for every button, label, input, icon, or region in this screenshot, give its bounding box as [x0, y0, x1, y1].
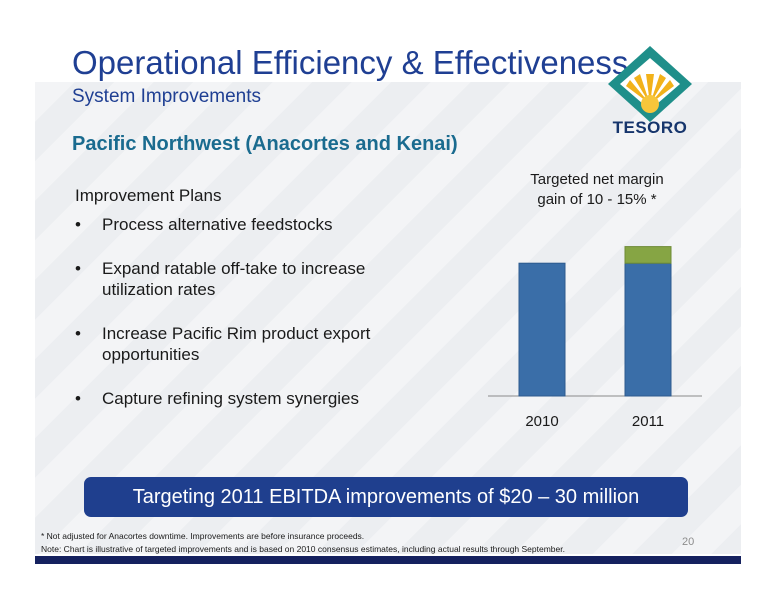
plans-list: Process alternative feedstocks Expand ra… — [75, 214, 415, 432]
chart-title: Targeted net margin gain of 10 - 15% * — [512, 170, 682, 210]
page-subtitle: System Improvements — [72, 86, 261, 107]
margin-bar-chart: 2010 2011 — [488, 246, 702, 430]
chart-note: Note: Chart is illustrative of targeted … — [41, 544, 565, 554]
page-number: 20 — [682, 536, 695, 548]
bar-2011-series-1 — [624, 246, 672, 264]
page-title: Operational Efficiency & Effectiveness — [72, 44, 629, 81]
section-heading: Pacific Northwest (Anacortes and Kenai) — [72, 133, 458, 155]
chart-title-line: gain of 10 - 15% * — [537, 191, 657, 208]
logo-wordmark: TESORO — [612, 118, 688, 137]
ebitda-banner: Targeting 2011 EBITDA improvements of $2… — [84, 477, 688, 517]
x-tick-label: 2010 — [525, 413, 558, 430]
chart-title-line: Targeted net margin — [530, 171, 664, 188]
footnote: * Not adjusted for Anacortes downtime. I… — [41, 531, 365, 541]
plan-item: Process alternative feedstocks — [75, 214, 415, 235]
plan-item: Capture refining system synergies — [75, 388, 415, 409]
tesoro-logo — [608, 46, 692, 122]
x-tick-label: 2011 — [632, 413, 664, 430]
bar-2011-series-0 — [624, 262, 672, 397]
background-pattern — [35, 82, 741, 554]
plan-item: Increase Pacific Rim product export oppo… — [75, 323, 415, 365]
bar-2010-series-0 — [518, 262, 566, 397]
bottom-rule — [35, 556, 741, 564]
plans-heading: Improvement Plans — [75, 186, 222, 205]
plan-item: Expand ratable off-take to increase util… — [75, 258, 415, 300]
